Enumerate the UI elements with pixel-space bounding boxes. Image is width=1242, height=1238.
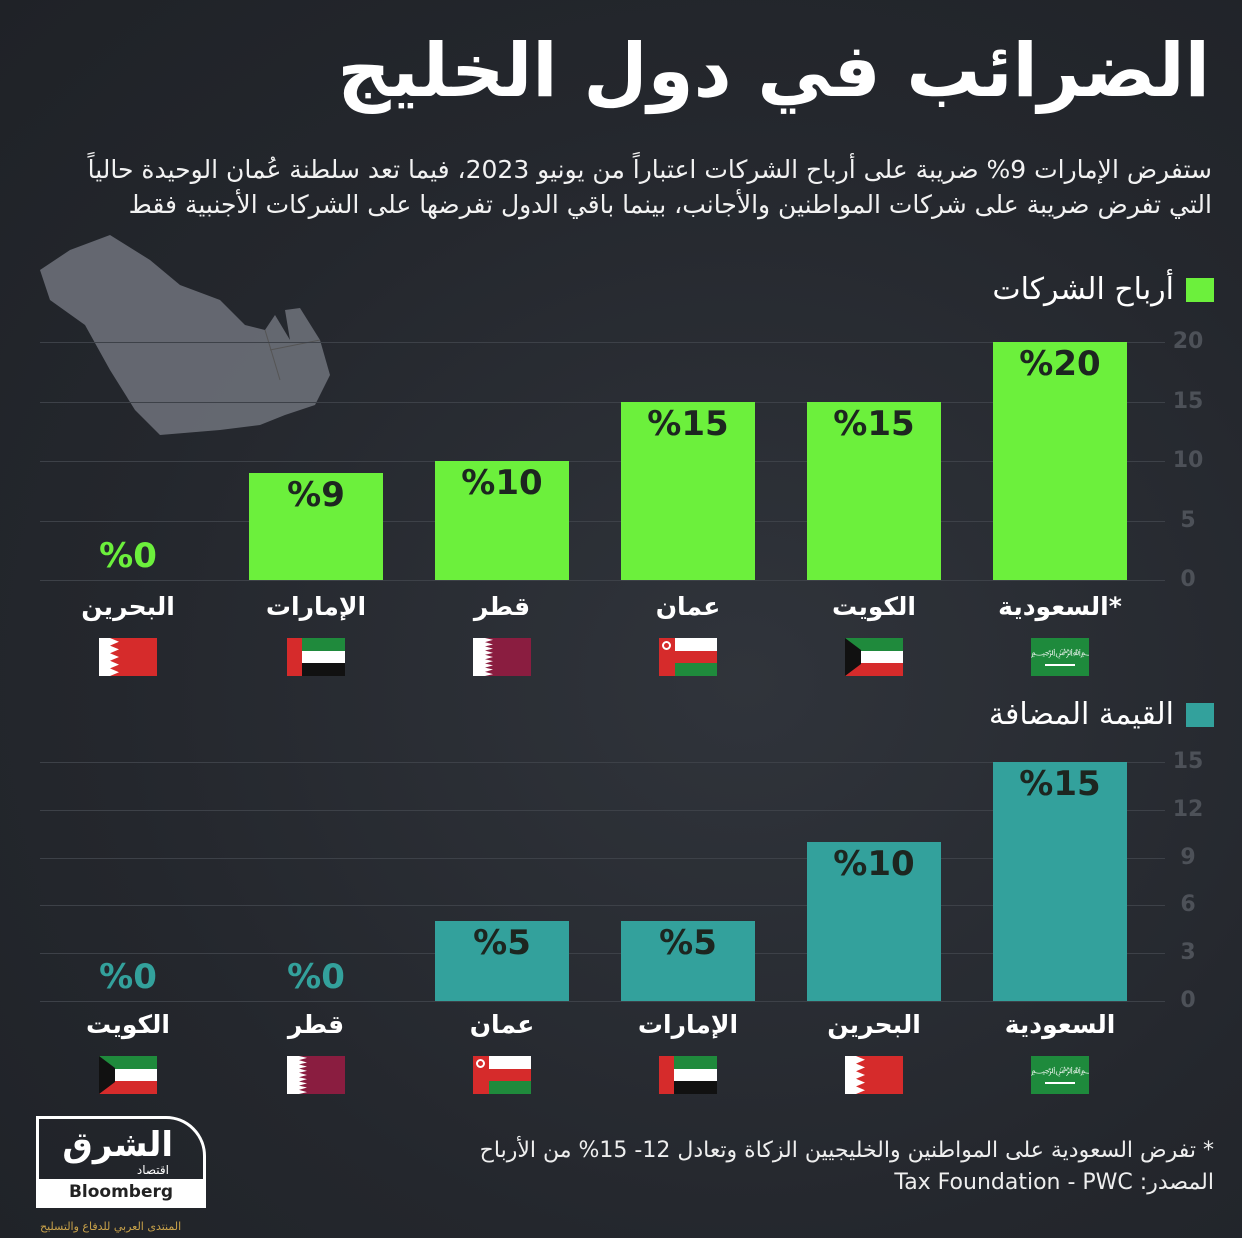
value-label: %10 xyxy=(461,463,543,503)
saudi-flag-icon: ﷽ xyxy=(1031,1056,1089,1094)
gridline xyxy=(40,401,1165,403)
bahrain-flag-icon xyxy=(845,1056,903,1094)
category-label: عمان xyxy=(469,1010,535,1039)
y-tick-label: 0 xyxy=(1180,988,1196,1013)
value-label: %0 xyxy=(99,957,157,997)
category-label: الكويت xyxy=(85,1010,171,1039)
legend-corporate: أرباح الشركات xyxy=(992,272,1214,307)
gridline xyxy=(40,953,1165,955)
value-label: %15 xyxy=(647,403,729,444)
bar xyxy=(807,401,941,580)
y-tick-label: 10 xyxy=(1172,448,1204,473)
category-label: البحرين xyxy=(827,1010,921,1039)
legend-label: القيمة المضافة xyxy=(988,697,1174,732)
value-label: %5 xyxy=(659,923,717,964)
bar xyxy=(435,921,569,1001)
qatar-flag-icon xyxy=(473,638,531,676)
y-tick-label: 3 xyxy=(1180,940,1196,966)
legend-label: أرباح الشركات xyxy=(992,272,1174,307)
value-label: %0 xyxy=(99,536,157,576)
oman-flag-icon xyxy=(473,1056,531,1094)
bar xyxy=(621,921,755,1001)
gridline xyxy=(40,520,1165,522)
bar xyxy=(435,461,569,580)
bahrain-flag-icon xyxy=(99,638,157,676)
watermark: المنتدى العربي للدفاع والتسليح xyxy=(40,1220,182,1233)
uae-flag-icon xyxy=(287,638,345,676)
legend-vat: القيمة المضافة xyxy=(989,697,1214,732)
saudi-flag-icon: ﷽ xyxy=(1031,638,1089,676)
gridline xyxy=(40,580,1165,581)
bar xyxy=(993,762,1127,1001)
value-label: %15 xyxy=(833,403,915,444)
category-label: قطر xyxy=(473,592,531,621)
legend-swatch xyxy=(1186,702,1214,727)
bar xyxy=(807,841,941,1001)
value-label: %20 xyxy=(1019,344,1101,384)
y-tick-label: 6 xyxy=(1180,892,1196,918)
y-tick-label: 15 xyxy=(1172,388,1204,414)
y-tick-label: 9 xyxy=(1180,844,1196,870)
subtitle-line-1: ستفرض الإمارات 9% ضريبة على أرباح الشركا… xyxy=(87,155,1212,184)
gridline xyxy=(40,342,1165,343)
gridline xyxy=(40,461,1165,462)
footnote: * تفرض السعودية على المواطنين والخليجيين… xyxy=(479,1138,1214,1163)
y-tick-label: 0 xyxy=(1180,567,1196,592)
logo-sub: اقتصاد xyxy=(136,1163,169,1177)
oman-flag-icon xyxy=(659,638,717,676)
subtitle-line-2: التي تفرض ضريبة على شركات المواطنين والأ… xyxy=(128,190,1212,219)
category-label: السعودية xyxy=(1004,1010,1116,1039)
value-label: %15 xyxy=(1019,764,1101,804)
bar xyxy=(993,342,1127,580)
value-label: %10 xyxy=(833,843,915,884)
gridline xyxy=(40,762,1165,763)
logo-main: الشرق xyxy=(62,1125,173,1165)
value-label: %0 xyxy=(287,957,345,997)
value-label: %9 xyxy=(287,474,345,515)
legend-swatch xyxy=(1186,277,1214,302)
category-label: الإمارات xyxy=(265,592,367,621)
y-tick-label: 20 xyxy=(1172,329,1204,354)
value-label: %5 xyxy=(473,923,531,964)
gridline xyxy=(40,905,1165,907)
source: المصدر: Tax Foundation - PWC xyxy=(894,1170,1214,1195)
category-label: *السعودية xyxy=(998,592,1122,621)
category-label: عمان xyxy=(655,592,721,621)
category-label: الإمارات xyxy=(637,1010,739,1039)
category-label: قطر xyxy=(287,1010,345,1039)
kuwait-flag-icon xyxy=(99,1056,157,1094)
gridline xyxy=(40,857,1165,859)
gulf-map-icon xyxy=(40,235,330,435)
bar xyxy=(249,472,383,580)
bar xyxy=(621,401,755,580)
y-tick-label: 12 xyxy=(1172,796,1204,822)
uae-flag-icon xyxy=(659,1056,717,1094)
page-title: الضرائب في دول الخليج xyxy=(337,28,1211,114)
gridline xyxy=(40,1001,1165,1002)
kuwait-flag-icon xyxy=(845,638,903,676)
category-label: الكويت xyxy=(831,592,917,621)
y-tick-label: 15 xyxy=(1172,749,1204,774)
qatar-flag-icon xyxy=(287,1056,345,1094)
asharq-bloomberg-logo: الشرق اقتصاد Bloomberg xyxy=(36,1116,206,1208)
category-label: البحرين xyxy=(81,592,175,621)
y-tick-label: 5 xyxy=(1180,507,1196,533)
logo-brand: Bloomberg xyxy=(39,1179,203,1205)
gridline xyxy=(40,809,1165,811)
